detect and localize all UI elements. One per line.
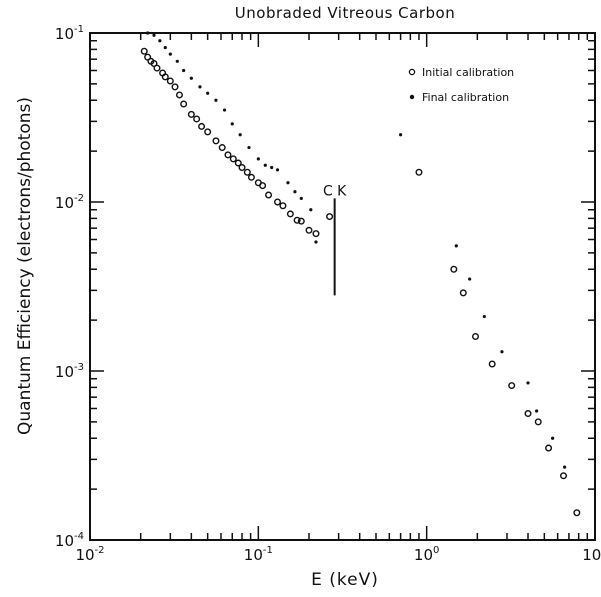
final-calibration-point [535,409,539,413]
final-calibration-point [398,133,403,137]
final-calibration-point [500,350,504,354]
legend-label: Initial calibration [422,66,514,79]
final-calibration-point [152,33,156,37]
final-calibration-point [293,190,297,194]
initial-calibration-point [573,509,581,517]
final-calibration-point [189,76,193,80]
initial-calibration-point [415,168,423,176]
initial-calibration-point [234,159,242,167]
initial-calibration-point [166,77,174,85]
x-axis-label: E (keV) [311,570,379,590]
initial-calibration-point [204,128,212,136]
initial-calibration-point [193,115,201,123]
initial-calibration-point [286,210,294,218]
final-calibration-point [146,31,150,35]
final-calibration-point [468,277,472,281]
final-calibration-point [182,68,186,73]
y-tick-label: 10-3 [55,362,84,381]
initial-calibration-point [243,168,251,176]
initial-calibration-point [459,289,467,297]
x-tick-label: 10-2 [75,545,104,564]
initial-calibration-point [326,213,334,221]
final-calibration-point [230,122,234,126]
x-tick-label: 10-1 [244,545,273,564]
final-calibration-point [198,85,202,89]
plot-frame [89,32,596,541]
initial-calibration-point [144,53,152,61]
final-calibration-point [263,163,267,167]
final-calibration-point [270,165,274,170]
initial-calibration-point [265,191,273,199]
initial-calibration-point [259,182,267,190]
initial-calibration-point [274,198,282,206]
final-calibration-point [158,39,162,43]
final-calibration-point [163,45,167,50]
final-calibration-point [314,240,318,244]
initial-calibration-point [524,410,532,418]
initial-calibration-point [450,265,458,273]
initial-calibration-point [279,202,287,210]
final-calibration-point [175,59,179,63]
final-calibration-point [256,157,260,161]
initial-calibration-point [153,64,161,72]
final-calibration-point [206,91,210,95]
initial-calibration-point [471,333,479,341]
initial-calibration-point [140,47,148,55]
final-calibration-point [482,314,486,319]
initial-calibration-point [175,91,183,99]
initial-calibration-point [293,216,301,224]
initial-calibration-point [534,418,542,426]
final-calibration-point [454,244,458,248]
initial-calibration-point [218,144,226,152]
initial-calibration-point [508,382,516,390]
y-tick-label: 10-4 [55,531,84,550]
final-calibration-point [551,436,555,440]
final-calibration-point [275,168,280,172]
legend-marker-initial [408,68,416,76]
initial-calibration-point [161,73,169,81]
initial-calibration-point [224,151,232,159]
initial-calibration-point [247,173,255,181]
final-calibration-point [526,381,530,385]
final-calibration-point [286,181,290,185]
y-tick-label: 10-2 [55,193,84,212]
x-tick-label: 100 [414,545,439,564]
initial-calibration-point [545,444,553,452]
initial-calibration-point [212,137,220,145]
final-calibration-point [309,208,313,212]
initial-calibration-point [180,100,188,108]
initial-calibration-point [187,110,195,118]
initial-calibration-point [312,230,320,238]
y-tick-label: 10-1 [55,24,84,43]
initial-calibration-point [297,217,305,225]
legend-marker-final [409,94,415,100]
carbon-k-edge-label: C K [323,183,347,199]
initial-calibration-point [560,472,568,480]
initial-calibration-point [488,360,496,368]
initial-calibration-point [238,164,246,172]
initial-calibration-point [229,155,237,163]
final-calibration-point [247,145,251,150]
initial-calibration-point [305,226,313,234]
final-calibration-point [214,98,218,102]
final-calibration-point [168,52,172,56]
x-tick-label: 101 [582,545,601,564]
final-calibration-point [222,108,227,112]
initial-calibration-point [198,122,206,130]
chart-title: Unobraded Vitreous Carbon [234,4,456,22]
final-calibration-point [238,133,242,137]
initial-calibration-point [171,83,179,91]
legend-label: Final calibration [422,91,509,104]
final-calibration-point [299,196,303,201]
final-calibration-point [563,465,567,469]
